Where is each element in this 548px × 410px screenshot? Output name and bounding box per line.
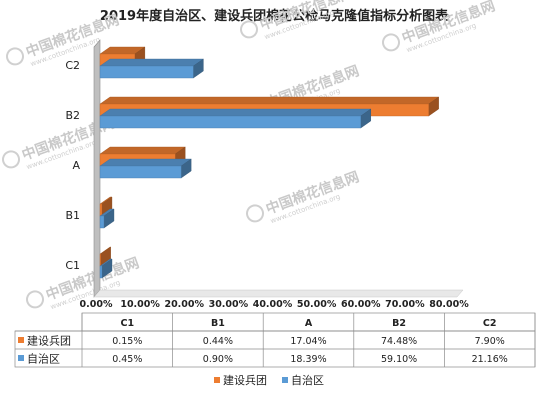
- legend-swatch: [282, 377, 288, 383]
- table-cell: 59.10%: [381, 354, 417, 365]
- category-label: C1: [65, 259, 80, 272]
- legend-item: 自治区: [282, 373, 324, 387]
- table-cell: 0.15%: [112, 336, 142, 347]
- table-cell: 74.48%: [381, 336, 417, 347]
- table-header: C2: [483, 318, 497, 329]
- svg-text:中国棉花信息网: 中国棉花信息网: [400, 0, 498, 47]
- legend-label: 自治区: [291, 373, 324, 387]
- category-label: C2: [65, 59, 80, 72]
- x-tick-label: 0.00%: [80, 299, 113, 310]
- table-cell: 0.45%: [112, 354, 142, 365]
- bars: [99, 46, 440, 279]
- bar: [99, 158, 192, 179]
- table-header: B1: [211, 318, 225, 329]
- chart-title: 2019年度自治区、建设兵团棉花公检马克隆值指标分析图表: [99, 9, 449, 24]
- table-header: C1: [121, 318, 135, 329]
- svg-text:中国棉花信息网: 中国棉花信息网: [258, 0, 356, 34]
- x-tick-label: 30.00%: [209, 299, 249, 310]
- bar: [99, 108, 372, 129]
- category-label: A: [72, 159, 80, 172]
- table-cell: 0.90%: [203, 354, 233, 365]
- legend-label: 建设兵团: [223, 373, 267, 387]
- table-header: B2: [392, 318, 406, 329]
- x-tick-label: 50.00%: [297, 299, 337, 310]
- table-legend-key: [18, 337, 24, 343]
- x-tick-label: 20.00%: [164, 299, 204, 310]
- table-cell: 0.44%: [203, 336, 233, 347]
- x-tick-label: 80.00%: [429, 299, 469, 310]
- x-tick-label: 40.00%: [253, 299, 293, 310]
- legend-item: 建设兵团: [214, 373, 267, 387]
- category-label: B2: [65, 109, 80, 122]
- value-axis: 0.00% 10.00% 20.00% 30.00% 40.00% 50.00% 60.00…: [80, 299, 470, 310]
- legend-swatch: [214, 377, 220, 383]
- table-cell: 21.16%: [472, 354, 508, 365]
- floor-edge: [93, 289, 464, 298]
- table-row-label: 自治区: [27, 352, 60, 366]
- table-cell: 7.90%: [475, 336, 505, 347]
- bar: [99, 208, 115, 229]
- x-tick-label: 60.00%: [341, 299, 381, 310]
- side-wall: [93, 39, 101, 298]
- table-row-label: 建设兵团: [27, 334, 71, 348]
- legend: 建设兵团 自治区: [214, 373, 324, 387]
- table-legend-key: [18, 355, 24, 361]
- bar: [99, 58, 205, 79]
- table-cell: 17.04%: [290, 336, 326, 347]
- table-cell: 18.39%: [290, 354, 326, 365]
- x-tick-label: 70.00%: [385, 299, 425, 310]
- x-tick-label: 10.00%: [120, 299, 160, 310]
- table-header: A: [305, 318, 313, 329]
- data-table: C1 B1 A B2 C2 建设兵团 0.15% 0.44% 17.04% 74.48% 7.90%…: [14, 312, 536, 368]
- chart-wall: [93, 39, 464, 298]
- category-label: B1: [65, 209, 80, 222]
- category-axis: C1 B1 A B2 C2: [65, 59, 80, 272]
- bar: [99, 258, 113, 279]
